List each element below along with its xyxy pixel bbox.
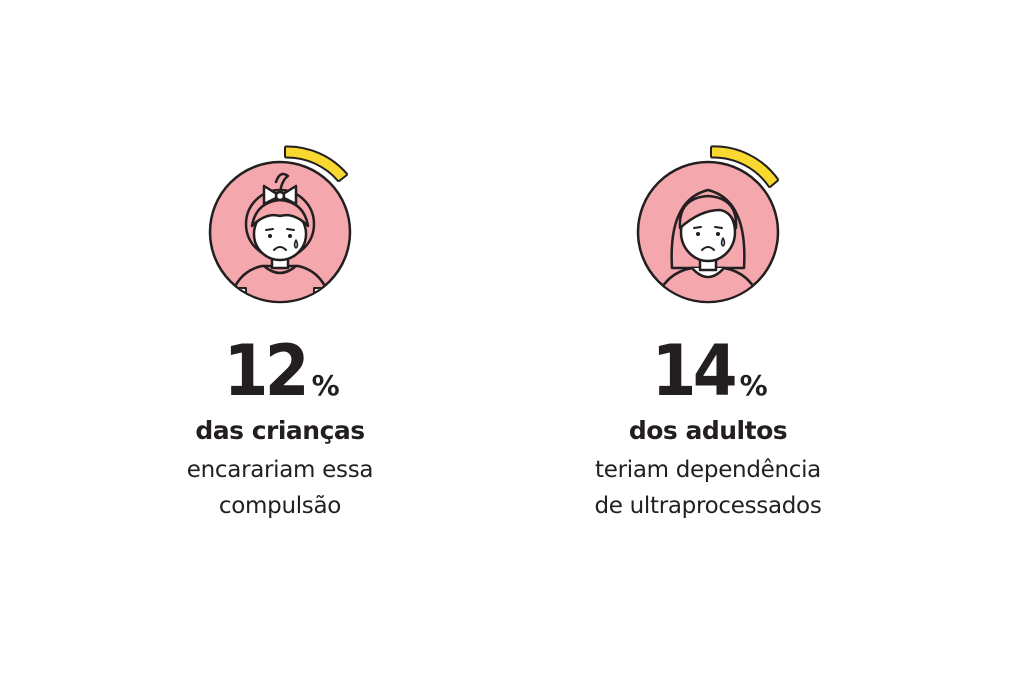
stat-description-line-1: encarariam essa (186, 457, 374, 483)
stat-description-line-2: de ultraprocessados (594, 493, 822, 519)
girl-avatar (200, 140, 360, 310)
progress-arc (284, 146, 348, 182)
stat-subject: das crianças (195, 416, 365, 445)
percentage-value: 14 % (648, 330, 768, 412)
stat-subject: dos adultos (628, 416, 788, 445)
percent-number: 12 (223, 330, 310, 412)
woman-icon (636, 145, 780, 304)
percent-sign: % (311, 369, 340, 402)
percent-number: 14 (651, 330, 738, 412)
percentage-value: 12 % (220, 330, 340, 412)
girl-icon (208, 145, 352, 304)
progress-arc (710, 146, 779, 188)
stat-description-line-2: compulsão (218, 493, 342, 519)
percent-sign: % (739, 369, 768, 402)
stat-children: 12 % das crianças encarariam essa compul… (110, 140, 450, 524)
stat-description-line-1: teriam dependência (595, 457, 821, 483)
woman-avatar (628, 140, 788, 310)
stat-adults: 14 % dos adultos teriam dependência de u… (538, 140, 878, 524)
